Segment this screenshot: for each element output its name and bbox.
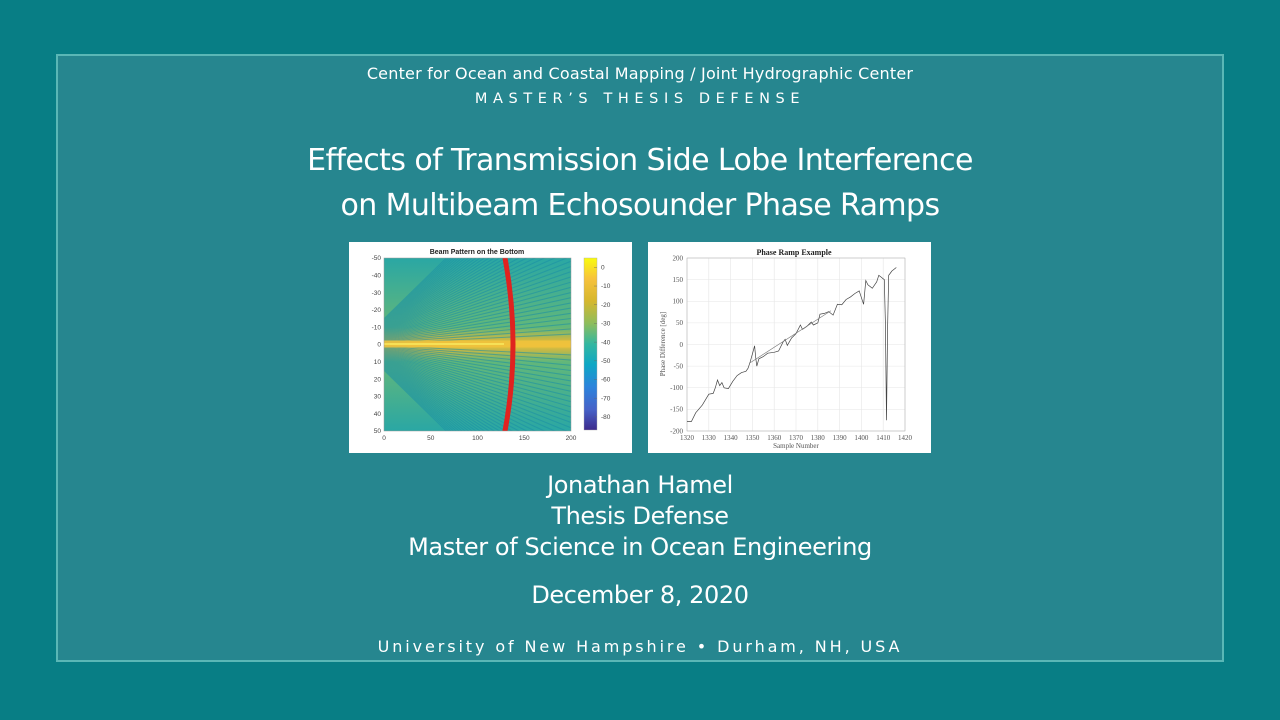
colorbar-tick-label: -70	[601, 395, 611, 402]
x-tick-label: 1340	[724, 434, 739, 442]
colorbar-tick-label: -30	[601, 321, 611, 328]
slide-panel	[56, 54, 1224, 662]
x-tick-label: 0	[382, 435, 386, 442]
slide-subtitle: MASTER’S THESIS DEFENSE	[474, 91, 806, 107]
degree-name: Master of Science in Ocean Engineering	[408, 533, 872, 561]
x-tick-label: 1360	[767, 434, 782, 442]
y-tick-label: 50	[374, 428, 382, 435]
series-line	[687, 267, 897, 422]
phase-chart-title: Phase Ramp Example	[756, 248, 832, 257]
colorbar-tick-label: -20	[601, 302, 611, 309]
x-tick-label: 100	[472, 435, 483, 442]
colorbar-tick-label: 0	[601, 265, 605, 272]
phase-ramp-chart: Phase Ramp Example 1320 1330 1340 1350 1360 1…	[659, 248, 913, 450]
y-tick-label: -50	[674, 362, 684, 370]
colorbar-tick-label: -80	[601, 414, 611, 421]
colorbar-tick-label: -10	[601, 283, 611, 290]
y-tick-label: 50	[676, 319, 684, 327]
colorbar-tick-label: -60	[601, 377, 611, 384]
title-line-1: Effects of Transmission Side Lobe Interf…	[307, 143, 973, 178]
x-axis-label: Sample Number	[773, 442, 819, 450]
x-tick-label: 200	[566, 435, 577, 442]
x-tick-label: 1420	[898, 434, 913, 442]
title-line-2: on Multibeam Echosounder Phase Ramps	[340, 188, 940, 223]
y-tick-label: -20	[372, 307, 382, 314]
beam-pattern-chart: Beam Pattern on the Bottom -50 -40 -30 -20 -…	[372, 249, 611, 442]
x-tick-label: 50	[427, 435, 435, 442]
y-tick-label: -200	[670, 427, 683, 435]
y-tick-label: -50	[372, 255, 382, 262]
presenter-name: Jonathan Hamel	[547, 471, 733, 499]
x-tick-label: 1390	[833, 434, 848, 442]
y-tick-label: 100	[673, 298, 684, 306]
y-tick-label: -100	[670, 384, 683, 392]
series-line	[750, 310, 832, 363]
y-tick-label: 20	[374, 376, 382, 383]
x-tick-label: 1370	[789, 434, 804, 442]
y-tick-label: 150	[673, 276, 684, 284]
y-tick-label: 10	[374, 359, 382, 366]
colorbar	[583, 257, 598, 431]
organization-name: Center for Ocean and Coastal Mapping / J…	[366, 64, 914, 83]
x-tick-label: 1380	[811, 434, 826, 442]
x-tick-label: 1350	[745, 434, 760, 442]
colorbar-tick-label: -40	[601, 339, 611, 346]
y-tick-label: 0	[680, 341, 684, 349]
y-tick-label: -30	[372, 290, 382, 297]
y-tick-label: -10	[372, 324, 382, 331]
defense-date: December 8, 2020	[531, 581, 749, 609]
x-tick-label: 150	[519, 435, 530, 442]
colorbar-tick-label: -50	[601, 358, 611, 365]
y-axis-label: Phase Difference [deg]	[659, 312, 667, 376]
phase-ramp-figure: Phase Ramp Example 1320 1330 1340 1350 1360 1…	[648, 242, 931, 453]
university-footer: University of New Hampshire • Durham, NH…	[377, 637, 903, 656]
y-tick-label: -40	[372, 273, 382, 280]
beam-chart-title: Beam Pattern on the Bottom	[430, 249, 525, 256]
event-name: Thesis Defense	[551, 502, 729, 530]
x-tick-label: 1330	[702, 434, 717, 442]
y-tick-label: 0	[377, 342, 381, 349]
y-tick-label: -150	[670, 406, 683, 414]
beam-pattern-figure: Beam Pattern on the Bottom -50 -40 -30 -20 -…	[349, 242, 632, 453]
x-tick-label: 1320	[680, 434, 695, 442]
x-tick-label: 1410	[876, 434, 891, 442]
x-tick-label: 1400	[854, 434, 869, 442]
y-tick-label: 30	[374, 394, 382, 401]
y-tick-label: 40	[374, 411, 382, 418]
y-tick-label: 200	[673, 254, 684, 262]
